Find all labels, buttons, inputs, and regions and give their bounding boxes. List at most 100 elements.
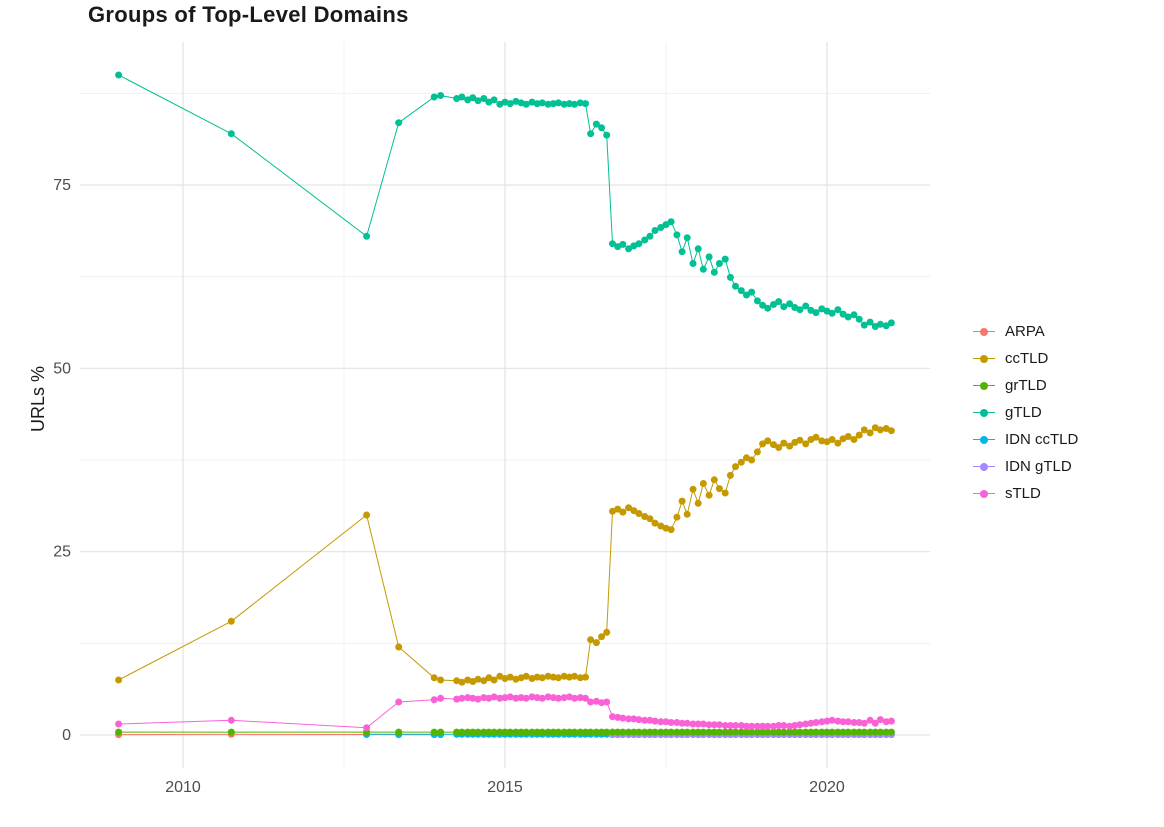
data-point (876, 320, 884, 328)
data-point (592, 639, 600, 647)
data-point (517, 728, 525, 736)
data-point (490, 676, 498, 684)
data-point (764, 437, 772, 445)
data-point (726, 722, 734, 729)
data-point (667, 728, 675, 736)
data-point (726, 273, 734, 281)
data-point (582, 100, 589, 108)
data-point (818, 718, 826, 726)
data-point (683, 719, 691, 727)
legend-item-gtld: gTLD (972, 399, 1078, 426)
data-point (866, 318, 874, 326)
data-point (458, 694, 466, 702)
legend-label: gTLD (1005, 404, 1042, 421)
data-point (538, 99, 546, 107)
data-point (786, 442, 794, 450)
data-point (860, 719, 868, 727)
data-point (630, 728, 638, 736)
data-point (496, 728, 504, 736)
data-point (651, 519, 659, 527)
data-point (699, 728, 707, 736)
data-point (721, 489, 729, 497)
data-point (689, 720, 697, 728)
data-point (592, 728, 600, 736)
data-point (812, 309, 820, 317)
x-tick-label: 2010 (165, 779, 201, 796)
data-point (715, 728, 723, 736)
data-point (363, 511, 371, 519)
data-point (582, 673, 589, 681)
data-point (743, 291, 750, 299)
data-point (641, 236, 649, 244)
data-point (395, 728, 403, 736)
data-point (571, 100, 578, 108)
data-point (587, 130, 595, 138)
legend-label: ccTLD (1005, 350, 1049, 367)
data-point (554, 694, 562, 702)
data-point (673, 513, 681, 521)
legend-item-idn-gtld: IDN gTLD (972, 453, 1078, 480)
data-point (753, 728, 761, 736)
data-point (834, 306, 842, 314)
data-point (770, 728, 777, 736)
data-point (474, 695, 482, 703)
data-point (812, 728, 820, 736)
data-point (533, 728, 541, 736)
data-point (802, 302, 810, 310)
y-axis-title: URLs % (28, 365, 48, 432)
data-point (737, 728, 745, 736)
data-point (818, 728, 826, 736)
data-point (437, 676, 445, 684)
data-point (673, 231, 681, 239)
data-point (625, 715, 633, 723)
data-point (619, 714, 627, 722)
data-point (609, 728, 616, 736)
data-point (839, 728, 847, 736)
data-point (715, 721, 723, 729)
data-point (699, 265, 707, 273)
data-point (667, 719, 675, 726)
data-point (759, 728, 767, 736)
data-point (635, 728, 643, 736)
data-point (576, 694, 584, 702)
data-point (871, 728, 879, 736)
data-point (764, 722, 772, 730)
data-point (732, 282, 739, 290)
data-point (721, 722, 729, 729)
data-point (667, 218, 675, 226)
data-point (743, 722, 750, 730)
data-point (598, 124, 606, 132)
data-point (549, 694, 557, 702)
data-point (770, 441, 777, 449)
data-point (759, 301, 767, 309)
legend-key-icon (972, 485, 996, 503)
data-point (469, 94, 477, 102)
data-point (646, 515, 654, 523)
legend-label: IDN ccTLD (1005, 431, 1079, 448)
data-point (834, 717, 842, 725)
data-point (657, 718, 665, 726)
data-point (437, 694, 445, 702)
data-point (582, 694, 589, 702)
data-point (705, 253, 713, 261)
data-point (625, 728, 633, 736)
data-point (528, 693, 536, 701)
data-point (506, 100, 514, 108)
data-point (363, 232, 371, 240)
data-point (662, 221, 670, 229)
data-point (549, 100, 557, 108)
data-point (796, 306, 804, 314)
data-point (748, 722, 756, 730)
data-point (764, 728, 772, 736)
data-point (807, 728, 815, 736)
data-point (678, 248, 686, 256)
y-tick-label: 50 (53, 360, 71, 377)
data-point (227, 130, 235, 138)
data-point (887, 427, 895, 435)
data-point (480, 677, 488, 685)
data-point (780, 303, 788, 311)
legend-label: sTLD (1005, 485, 1041, 502)
data-point (430, 93, 438, 101)
data-point (395, 643, 403, 651)
